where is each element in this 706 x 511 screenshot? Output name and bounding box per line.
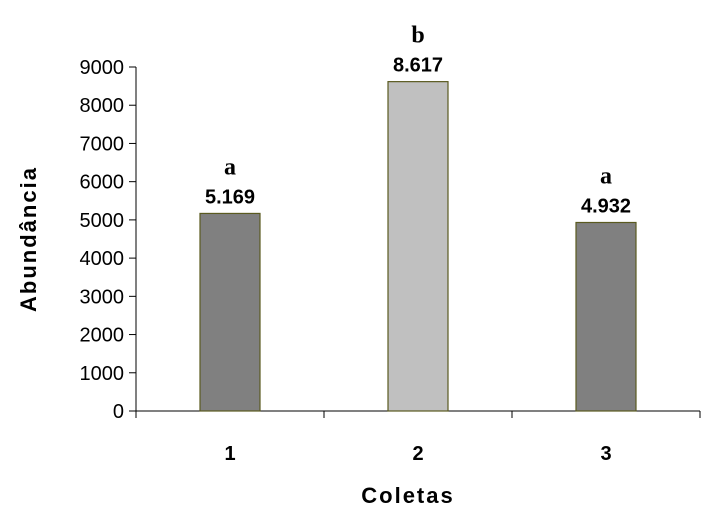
x-axis: 1 2 3 [135, 410, 701, 465]
significance-letter: b [411, 23, 424, 49]
bar-coleta-3 [575, 221, 637, 412]
bar-value-label: 8.617 [393, 55, 443, 77]
bars [199, 81, 637, 412]
x-tick-label: 3 [600, 443, 611, 465]
data-labels: 5.169 a 8.617 b 4.932 a [205, 23, 631, 218]
significance-letter: a [600, 163, 612, 189]
x-axis-title: Coletas [361, 483, 454, 508]
bar-coleta-1 [199, 212, 261, 412]
x-tick-label: 1 [224, 443, 235, 465]
y-tick-label: 0 [113, 401, 124, 423]
y-axis: 0 1000 2000 3000 4000 5000 6000 7000 8000 9000 [80, 57, 137, 423]
y-tick-label: 4000 [80, 248, 125, 270]
significance-letter: a [224, 154, 236, 180]
bar-value-label: 5.169 [205, 186, 255, 208]
x-tick-label: 2 [412, 443, 423, 465]
y-tick-label: 2000 [80, 325, 125, 347]
y-tick-label: 3000 [80, 286, 125, 308]
y-tick-label: 6000 [80, 172, 125, 194]
bar-value-label: 4.932 [581, 195, 631, 217]
y-axis-title: Abundância [16, 166, 41, 312]
y-tick-label: 5000 [80, 210, 125, 232]
y-tick-label: 8000 [80, 95, 125, 117]
y-tick-label: 9000 [80, 57, 125, 79]
bar-coleta-2 [387, 81, 449, 412]
y-tick-label: 1000 [80, 363, 125, 385]
y-tick-label: 7000 [80, 133, 125, 155]
